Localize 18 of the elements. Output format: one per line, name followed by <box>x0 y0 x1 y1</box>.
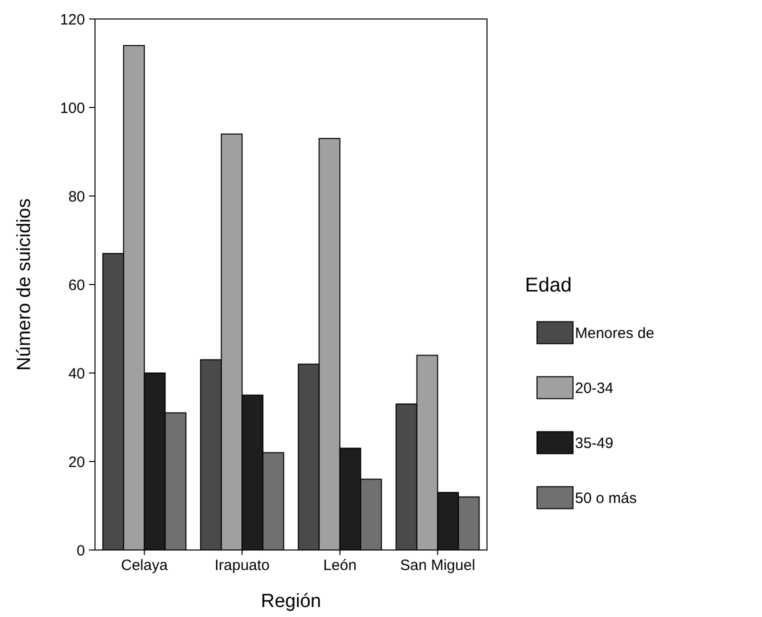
legend-label: Menores de <box>575 324 654 342</box>
legend-title: Edad <box>525 274 572 297</box>
y-tick-label: 0 <box>76 542 85 560</box>
x-tick-label: San Miguel <box>400 557 476 574</box>
legend-label: 50 o más <box>575 490 637 507</box>
y-tick-label: 120 <box>60 11 85 28</box>
y-tick-label: 100 <box>60 100 85 117</box>
y-tick-label: 60 <box>68 276 85 294</box>
x-tick-label: Irapuato <box>214 557 270 574</box>
legend-label: 35-49 <box>575 434 614 452</box>
x-tick-label: Celaya <box>121 557 168 574</box>
x-axis-title: Región <box>260 591 322 612</box>
y-tick-label: 20 <box>68 454 85 471</box>
x-tick-label: León <box>323 557 357 574</box>
y-axis-title: Número de suicidios <box>14 198 35 371</box>
y-tick-label: 40 <box>68 365 85 382</box>
y-tick-label: 80 <box>68 188 85 206</box>
legend-label: 20-34 <box>575 380 614 397</box>
